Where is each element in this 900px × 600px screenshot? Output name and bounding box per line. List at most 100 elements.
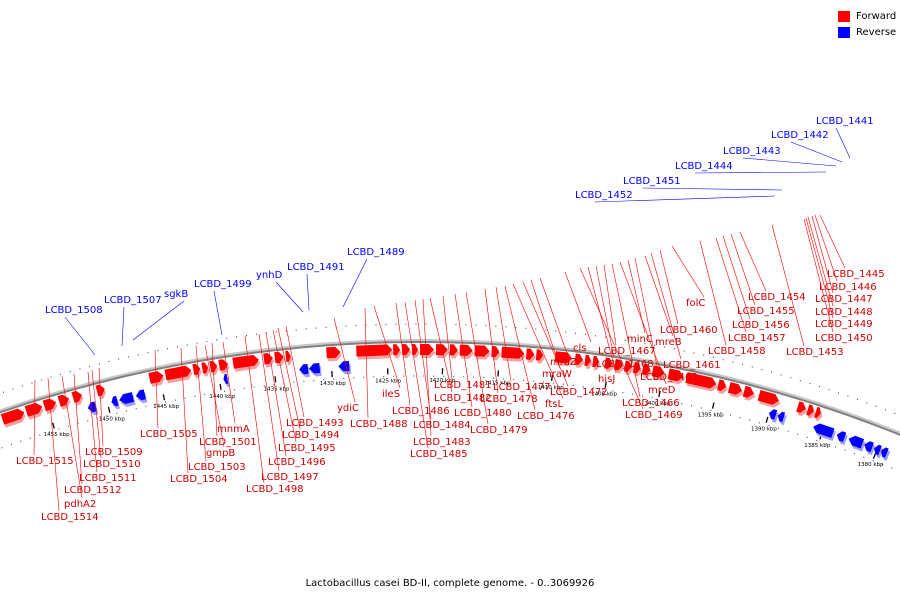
reverse-gene[interactable] (111, 395, 119, 407)
forward-gene-label[interactable]: LCBD_1453 (786, 347, 844, 358)
forward-gene-label[interactable]: pdhA2 (64, 499, 96, 510)
forward-gene[interactable] (632, 362, 641, 374)
reverse-gene[interactable] (813, 423, 835, 438)
forward-gene[interactable] (717, 379, 727, 391)
forward-gene[interactable] (164, 365, 192, 381)
forward-gene-label[interactable]: mreB (655, 337, 682, 348)
forward-gene[interactable] (574, 353, 583, 365)
forward-gene-label[interactable]: LCBD_1448 (815, 307, 873, 318)
forward-gene[interactable] (449, 344, 458, 356)
reverse-gene[interactable] (308, 363, 321, 374)
forward-gene[interactable] (535, 349, 544, 361)
forward-gene[interactable] (201, 362, 209, 374)
reverse-gene[interactable] (836, 431, 847, 442)
forward-gene[interactable] (757, 389, 779, 405)
forward-gene[interactable] (554, 351, 573, 364)
forward-gene-label[interactable]: ileS (382, 389, 400, 400)
reverse-gene[interactable] (299, 364, 309, 375)
forward-gene-label[interactable]: gmpB (206, 448, 235, 459)
forward-gene-label[interactable]: LCBD_1457 (728, 333, 786, 344)
forward-gene-label[interactable]: LCBD_1488 (350, 419, 408, 430)
forward-gene-label[interactable]: mraW (542, 369, 572, 380)
forward-gene[interactable] (651, 365, 665, 378)
reverse-gene[interactable] (881, 447, 889, 458)
forward-gene[interactable] (623, 360, 632, 372)
forward-gene-label[interactable]: LCBD_1486 (392, 406, 450, 417)
forward-gene-label[interactable]: LCBD_1450 (815, 333, 873, 344)
reverse-gene-label[interactable]: LCBD_1444 (675, 161, 733, 172)
reverse-gene[interactable] (135, 389, 146, 401)
forward-gene-label[interactable]: LCBD_1515 (16, 456, 74, 467)
forward-gene[interactable] (806, 404, 814, 416)
forward-gene-label[interactable]: mraZ (550, 357, 577, 368)
forward-gene-label[interactable]: LCBD_1466 (622, 398, 680, 409)
forward-gene-label[interactable]: LCBD_1468 (596, 359, 654, 370)
forward-gene-label[interactable]: LCBD_1445 (827, 269, 885, 280)
forward-gene[interactable] (57, 394, 70, 407)
forward-gene[interactable] (420, 344, 434, 355)
forward-gene-label[interactable]: LCBD_1456 (732, 320, 790, 331)
forward-gene-label[interactable]: ftsL (545, 399, 563, 410)
reverse-gene-label[interactable]: LCBD_1451 (623, 176, 681, 187)
forward-gene-label[interactable]: LCBD_1467 (598, 346, 656, 357)
forward-gene[interactable] (326, 346, 341, 359)
forward-gene-label[interactable]: LCBD_1460 (660, 325, 718, 336)
forward-gene-label[interactable]: LCBD_1514 (41, 512, 99, 523)
forward-gene-label[interactable]: LCBD_1498 (246, 484, 304, 495)
forward-gene[interactable] (667, 368, 684, 382)
forward-gene-label[interactable]: LCBD_1493 (286, 418, 344, 429)
forward-gene-label[interactable]: LCBD_1494 (282, 430, 340, 441)
forward-gene-label[interactable]: minC (627, 334, 653, 345)
reverse-gene[interactable] (87, 401, 97, 413)
forward-gene-label[interactable]: LCBD_1497 (261, 472, 319, 483)
forward-gene-label[interactable]: LCBD_1455 (737, 306, 795, 317)
forward-gene[interactable] (42, 398, 57, 412)
forward-gene[interactable] (412, 344, 418, 355)
reverse-gene-label[interactable]: ynhD (256, 270, 283, 281)
reverse-gene[interactable] (119, 392, 135, 404)
forward-gene[interactable] (71, 390, 83, 403)
forward-gene-label[interactable]: LCBD_1476 (517, 411, 575, 422)
forward-gene-label[interactable]: LCBD_1446 (819, 282, 877, 293)
forward-gene-label[interactable]: LCBD_1503 (188, 462, 246, 473)
forward-gene-label[interactable]: LCBD_1509 (85, 447, 143, 458)
forward-gene-label[interactable]: mnmA (217, 424, 250, 435)
forward-gene-label[interactable]: LCBD_1477 (493, 382, 551, 393)
forward-gene[interactable] (814, 406, 821, 419)
forward-gene-label[interactable]: LCBD_1483 (413, 437, 471, 448)
forward-gene-label[interactable]: LCBD_1463 (640, 372, 698, 383)
forward-gene-label[interactable]: LCBD_1472 (550, 387, 608, 398)
forward-gene-label[interactable]: LCBD_1458 (708, 346, 766, 357)
forward-gene-label[interactable]: LCBD_1505 (140, 429, 198, 440)
forward-gene[interactable] (474, 345, 490, 357)
forward-gene-label[interactable]: LCBD_1481 (434, 380, 492, 391)
forward-gene-label[interactable]: folC (686, 298, 705, 309)
reverse-gene[interactable] (864, 441, 874, 453)
reverse-gene-label[interactable]: LCBD_1441 (816, 116, 874, 127)
forward-gene[interactable] (285, 350, 291, 362)
forward-gene-label[interactable]: LCBD_1495 (278, 443, 336, 454)
forward-gene-label[interactable]: LCBD_1454 (748, 292, 806, 303)
forward-gene-label[interactable]: LCBD_1484 (413, 420, 471, 431)
reverse-gene[interactable] (338, 361, 350, 372)
forward-gene-label[interactable]: LCBD_1485 (410, 449, 468, 460)
reverse-gene-label[interactable]: LCBD_1491 (287, 262, 345, 273)
forward-gene-label[interactable]: LCBD_1510 (83, 459, 141, 470)
forward-gene[interactable] (742, 385, 754, 398)
reverse-gene-label[interactable]: LCBD_1489 (347, 247, 405, 258)
forward-gene[interactable] (356, 344, 393, 357)
forward-gene-label[interactable]: ydiC (337, 403, 359, 414)
forward-gene-label[interactable]: LCBD_1504 (170, 474, 228, 485)
forward-gene-label[interactable]: LCBD_1511 (79, 473, 137, 484)
forward-gene[interactable] (402, 344, 411, 356)
reverse-gene[interactable] (874, 444, 882, 456)
forward-gene-label[interactable]: LCBD_1496 (268, 457, 326, 468)
reverse-gene-label[interactable]: LCBD_1499 (194, 279, 252, 290)
reverse-gene[interactable] (777, 411, 786, 423)
forward-gene[interactable] (393, 344, 401, 356)
reverse-gene-label[interactable]: LCBD_1452 (575, 190, 633, 201)
forward-gene-label[interactable]: cls (573, 343, 587, 354)
reverse-gene-label[interactable]: LCBD_1443 (723, 146, 781, 157)
reverse-gene-label[interactable]: LCBD_1442 (771, 130, 829, 141)
forward-gene[interactable] (232, 354, 259, 369)
